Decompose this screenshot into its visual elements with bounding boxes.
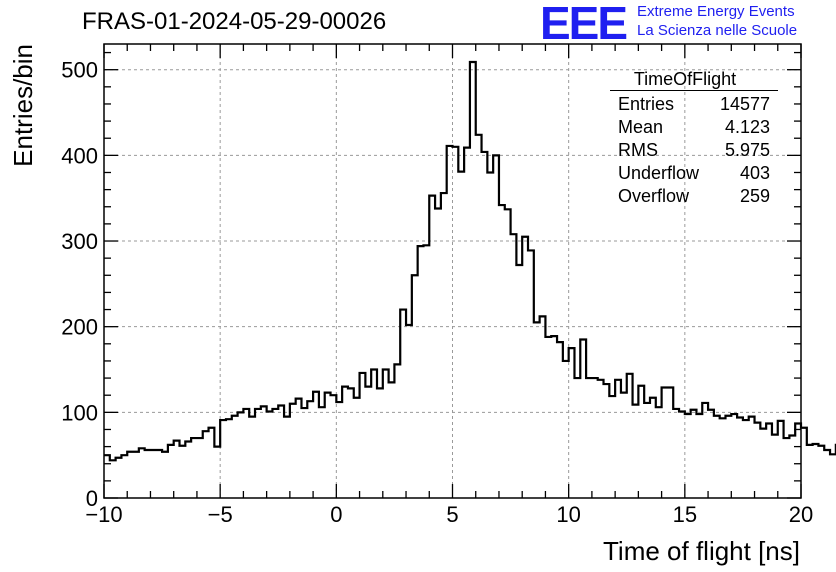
x-tick-label: 5 (446, 502, 458, 527)
project-tagline: Extreme Energy Events La Scienza nelle S… (637, 2, 797, 40)
stats-title: TimeOfFlight (633, 69, 737, 89)
stats-divider (610, 90, 778, 91)
x-tick-label: 15 (673, 502, 697, 527)
stats-box: TimeOfFlight Entries 14577 Mean 4.123 RM… (610, 68, 778, 208)
y-tick-label: 0 (86, 486, 98, 511)
stats-row-underflow: Underflow 403 (610, 162, 778, 185)
stats-value: 259 (739, 186, 770, 206)
y-tick-label: 400 (61, 143, 98, 168)
stats-label: RMS (618, 140, 658, 160)
grid-lines (104, 44, 801, 498)
stats-label: Underflow (618, 163, 700, 183)
stats-row-overflow: Overflow 259 (610, 185, 778, 208)
y-tick-label: 100 (61, 400, 98, 425)
y-tick-label: 500 (61, 58, 98, 83)
histogram-series (104, 60, 836, 462)
eee-logo: EEE (540, 0, 628, 49)
project-name: Extreme Energy Events (637, 3, 795, 20)
stats-label: Overflow (618, 186, 690, 206)
x-tick-label: 20 (789, 502, 813, 527)
y-tick-label: 300 (61, 229, 98, 254)
stats-row-entries: Entries 14577 (610, 93, 778, 116)
stats-value: 5.975 (724, 140, 770, 160)
stats-label: Mean (618, 117, 664, 137)
x-axis-label: Time of flight [ns] (603, 536, 800, 566)
x-tick-label: 0 (330, 502, 342, 527)
y-axis-label: Entries/bin (8, 44, 38, 167)
axis-ticks (103, 44, 802, 499)
stats-label: Entries (618, 94, 675, 114)
stats-value: 4.123 (724, 117, 770, 137)
x-tick-label: −10 (85, 502, 122, 527)
project-subtitle: La Scienza nelle Scuole (637, 22, 798, 39)
run-title: FRAS-01-2024-05-29-00026 (82, 8, 387, 35)
x-tick-label: 10 (556, 502, 580, 527)
stats-row-mean: Mean 4.123 (610, 116, 778, 139)
stats-row-rms: RMS 5.975 (610, 139, 778, 162)
x-tick-label: −5 (208, 502, 233, 527)
stats-value: 14577 (719, 94, 770, 114)
stats-value: 403 (739, 163, 770, 183)
y-tick-label: 200 (61, 315, 98, 340)
